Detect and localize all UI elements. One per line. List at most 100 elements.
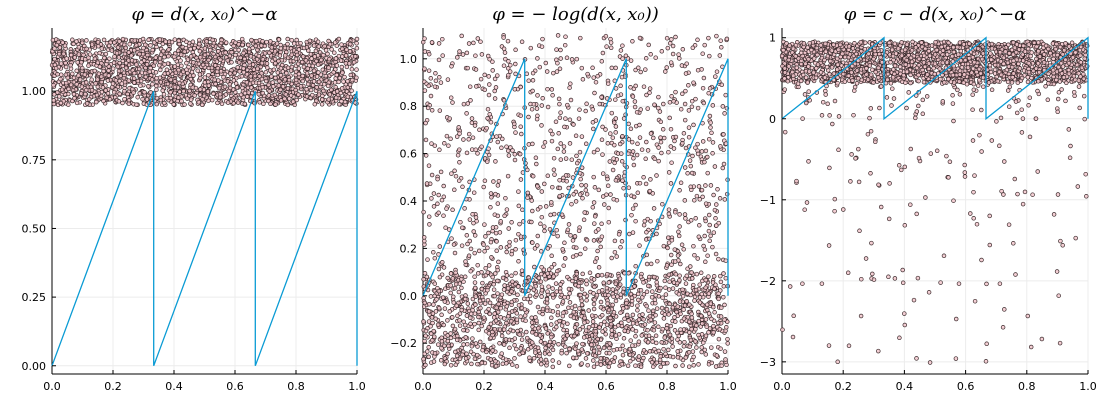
scatter-point — [691, 122, 696, 128]
scatter-point — [716, 256, 721, 262]
scatter-point — [479, 144, 484, 149]
scatter-point — [144, 62, 150, 67]
scatter-point — [157, 37, 163, 42]
scatter-point — [616, 323, 621, 328]
scatter-point — [206, 72, 211, 78]
scatter-point — [697, 282, 702, 287]
scatter-point — [611, 294, 616, 299]
scatter-point — [430, 320, 435, 326]
scatter-point — [529, 219, 534, 225]
scatter-point — [72, 96, 77, 101]
scatter-point — [455, 152, 461, 158]
scatter-point — [238, 55, 243, 61]
scatter-point — [621, 116, 627, 121]
scatter-point — [273, 75, 278, 81]
scatter-point — [253, 43, 259, 49]
scatter-point — [701, 75, 707, 81]
scatter-point — [602, 319, 607, 325]
scatter-point — [681, 344, 687, 349]
scatter-point — [101, 98, 106, 104]
scatter-point — [423, 120, 428, 126]
scatter-point — [529, 340, 535, 345]
scatter-point — [469, 116, 475, 121]
scatter-point — [472, 285, 478, 291]
scatter-point — [591, 277, 597, 282]
scatter-point — [474, 84, 479, 89]
scatter-point — [605, 271, 610, 277]
scatter-point — [647, 188, 653, 194]
scatter-point — [425, 349, 430, 354]
scatter-point — [115, 64, 120, 69]
scatter-point — [712, 207, 718, 213]
scatter-point — [533, 155, 539, 161]
scatter-point — [681, 247, 686, 252]
scatter-point — [477, 339, 483, 345]
scatter-point — [199, 102, 205, 108]
scatter-point — [227, 53, 233, 59]
scatter-point — [723, 357, 728, 362]
scatter-point — [592, 297, 597, 302]
scatter-point — [455, 313, 460, 319]
scatter-point — [334, 72, 339, 78]
scatter-point — [711, 330, 716, 335]
chart-title: φ = d(x, x₀)^−α — [132, 4, 278, 25]
scatter-point — [578, 292, 583, 298]
scatter-point — [599, 221, 604, 227]
scatter-point — [512, 336, 518, 341]
scatter-point — [635, 190, 641, 196]
scatter-point — [575, 348, 581, 354]
scatter-point — [472, 280, 478, 285]
scatter-point — [166, 53, 171, 59]
scatter-point — [573, 199, 579, 204]
scatter-point — [131, 80, 137, 85]
scatter-point — [539, 189, 545, 194]
scatter-point — [695, 37, 700, 43]
scatter-point — [638, 287, 644, 293]
scatter-point — [630, 320, 636, 326]
scatter-point — [333, 85, 338, 90]
scatter-point — [158, 52, 164, 57]
scatter-point — [583, 356, 589, 361]
scatter-point — [539, 103, 545, 108]
scatter-point — [150, 47, 155, 53]
scatter-point — [714, 223, 719, 228]
scatter-point — [151, 63, 156, 69]
scatter-point — [590, 107, 595, 112]
scatter-point — [668, 144, 674, 149]
scatter-point — [689, 270, 694, 275]
scatter-point — [722, 111, 727, 116]
scatter-point — [554, 47, 559, 52]
scatter-point — [469, 343, 475, 349]
scatter-point — [307, 38, 313, 44]
scatter-point — [643, 56, 649, 61]
scatter-point — [146, 84, 151, 89]
scatter-point — [568, 81, 573, 86]
scatter-point — [703, 218, 708, 224]
scatter-point — [327, 92, 333, 97]
scatter-point — [300, 54, 306, 59]
scatter-point — [456, 178, 462, 183]
y-tick-label: 0.00 — [22, 360, 47, 373]
scatter-point — [428, 331, 434, 336]
scatter-point — [496, 178, 502, 184]
scatter-point — [713, 216, 718, 221]
scatter-point — [564, 55, 570, 61]
scatter-point — [591, 358, 596, 363]
scatter-point — [501, 287, 507, 292]
scatter-point — [507, 239, 512, 245]
scatter-point — [64, 56, 69, 61]
scatter-point — [714, 353, 720, 358]
scatter-point — [555, 309, 561, 315]
scatter-point — [648, 261, 654, 267]
scatter-point — [550, 347, 556, 353]
scatter-point — [475, 262, 480, 268]
scatter-point — [559, 212, 565, 218]
scatter-point — [613, 97, 618, 102]
scatter-point — [472, 274, 477, 279]
scatter-point — [636, 65, 641, 71]
scatter-point — [118, 73, 123, 78]
scatter-point — [488, 205, 493, 210]
scatter-point — [448, 271, 454, 276]
scatter-point — [591, 238, 597, 243]
scatter-point — [556, 96, 562, 102]
